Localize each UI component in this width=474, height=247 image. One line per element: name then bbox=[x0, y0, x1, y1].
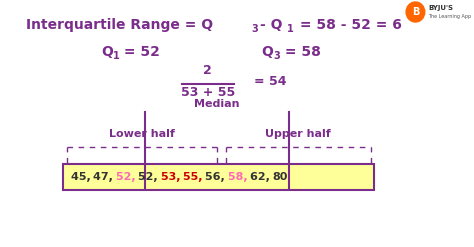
Text: Q: Q bbox=[261, 45, 273, 59]
Text: Lower half: Lower half bbox=[109, 129, 175, 139]
Text: 58,: 58, bbox=[228, 172, 251, 182]
Text: Q: Q bbox=[101, 45, 113, 59]
Text: 52,: 52, bbox=[116, 172, 139, 182]
Text: B: B bbox=[412, 7, 419, 17]
Text: 55,: 55, bbox=[183, 172, 206, 182]
Text: = 58: = 58 bbox=[280, 45, 321, 59]
Text: 53,: 53, bbox=[161, 172, 184, 182]
Text: 2: 2 bbox=[203, 64, 212, 78]
Text: 45,: 45, bbox=[71, 172, 95, 182]
Text: 56,: 56, bbox=[205, 172, 229, 182]
Text: Median: Median bbox=[194, 99, 240, 109]
Circle shape bbox=[406, 2, 425, 22]
Text: = 58 - 52 = 6: = 58 - 52 = 6 bbox=[295, 18, 402, 32]
Text: = 54: = 54 bbox=[255, 75, 287, 88]
Text: 47,: 47, bbox=[93, 172, 117, 182]
Text: Upper half: Upper half bbox=[265, 129, 331, 139]
Text: = 52: = 52 bbox=[119, 45, 160, 59]
Text: 1: 1 bbox=[113, 51, 120, 61]
Text: 3: 3 bbox=[252, 24, 258, 34]
Text: 1: 1 bbox=[287, 24, 293, 34]
Text: 80: 80 bbox=[273, 172, 288, 182]
Text: 3: 3 bbox=[273, 51, 280, 61]
Text: 52,: 52, bbox=[138, 172, 162, 182]
Text: 62,: 62, bbox=[250, 172, 274, 182]
Text: The Learning App: The Learning App bbox=[428, 15, 472, 20]
Text: 53 + 55: 53 + 55 bbox=[181, 85, 235, 99]
Text: BYJU'S: BYJU'S bbox=[428, 5, 454, 11]
Text: Interquartile Range = Q: Interquartile Range = Q bbox=[26, 18, 213, 32]
Text: - Q: - Q bbox=[260, 18, 282, 32]
FancyBboxPatch shape bbox=[63, 164, 374, 190]
